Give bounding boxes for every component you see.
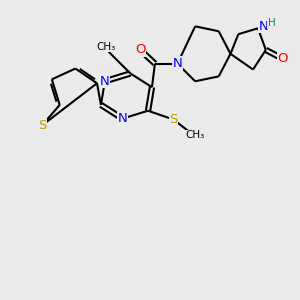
Text: O: O bbox=[277, 52, 288, 65]
Text: H: H bbox=[268, 18, 276, 28]
Text: CH₃: CH₃ bbox=[185, 130, 205, 140]
Text: N: N bbox=[100, 75, 110, 88]
Text: S: S bbox=[169, 113, 178, 126]
Text: N: N bbox=[259, 20, 269, 33]
Text: CH₃: CH₃ bbox=[96, 42, 116, 52]
Text: N: N bbox=[118, 112, 128, 125]
Text: S: S bbox=[38, 119, 46, 132]
Text: O: O bbox=[135, 44, 146, 56]
Text: N: N bbox=[172, 57, 182, 70]
